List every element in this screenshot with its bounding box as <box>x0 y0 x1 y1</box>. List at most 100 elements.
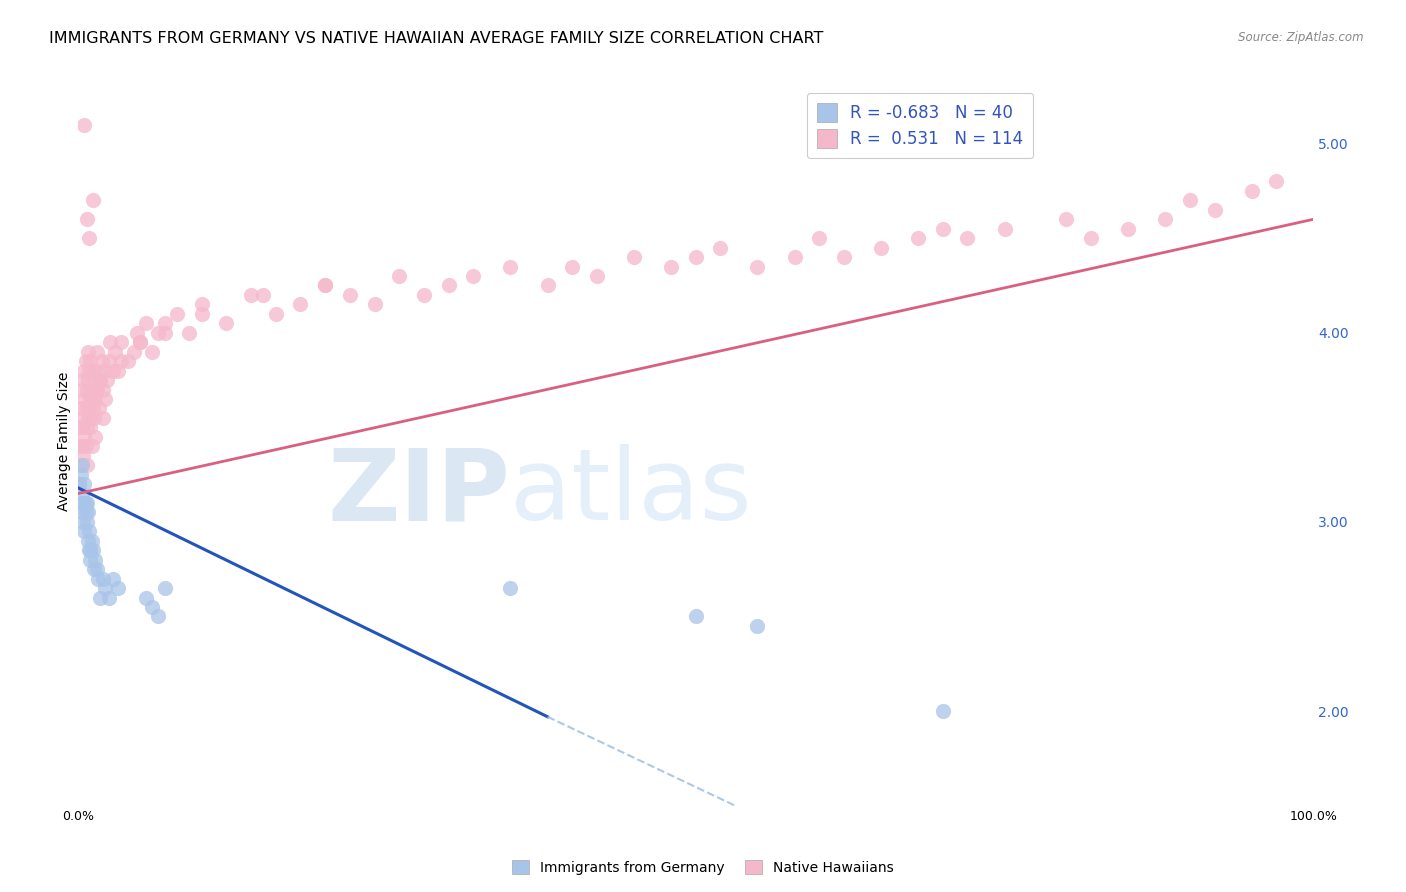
Point <box>84 430 107 444</box>
Point <box>83 562 105 576</box>
Point <box>932 221 955 235</box>
Point <box>363 297 385 311</box>
Point <box>808 231 831 245</box>
Point <box>90 354 112 368</box>
Point <box>117 354 139 368</box>
Point <box>69 496 91 510</box>
Point <box>80 392 103 406</box>
Point <box>1240 184 1263 198</box>
Point <box>86 383 108 397</box>
Point <box>76 420 98 434</box>
Point <box>252 288 274 302</box>
Point <box>1116 221 1139 235</box>
Point <box>135 591 157 605</box>
Point <box>747 619 769 633</box>
Point <box>91 383 114 397</box>
Point <box>67 439 90 453</box>
Point <box>89 591 111 605</box>
Point <box>932 704 955 718</box>
Point <box>82 401 104 416</box>
Point <box>79 354 101 368</box>
Point <box>73 477 96 491</box>
Point <box>76 383 98 397</box>
Point <box>98 591 121 605</box>
Point <box>70 439 93 453</box>
Point <box>77 410 100 425</box>
Point <box>94 392 117 406</box>
Point <box>499 260 522 274</box>
Point <box>1204 202 1226 217</box>
Point <box>77 373 100 387</box>
Text: IMMIGRANTS FROM GERMANY VS NATIVE HAWAIIAN AVERAGE FAMILY SIZE CORRELATION CHART: IMMIGRANTS FROM GERMANY VS NATIVE HAWAII… <box>49 31 824 46</box>
Point <box>499 581 522 595</box>
Point <box>148 326 170 340</box>
Point <box>67 477 90 491</box>
Point <box>94 581 117 595</box>
Point <box>80 439 103 453</box>
Point <box>73 392 96 406</box>
Point <box>832 250 855 264</box>
Point <box>110 335 132 350</box>
Point <box>388 268 411 283</box>
Point <box>79 420 101 434</box>
Point <box>87 363 110 377</box>
Point <box>87 572 110 586</box>
Point <box>96 373 118 387</box>
Point <box>993 221 1015 235</box>
Point <box>190 307 212 321</box>
Point <box>69 420 91 434</box>
Point <box>98 354 121 368</box>
Point <box>153 581 176 595</box>
Point <box>70 383 93 397</box>
Point <box>80 533 103 548</box>
Legend: Immigrants from Germany, Native Hawaiians: Immigrants from Germany, Native Hawaiian… <box>506 855 900 880</box>
Point <box>153 316 176 330</box>
Point <box>101 572 124 586</box>
Point <box>89 373 111 387</box>
Point <box>70 506 93 520</box>
Point <box>77 401 100 416</box>
Point <box>75 496 97 510</box>
Point <box>82 194 104 208</box>
Point <box>73 524 96 539</box>
Point <box>104 344 127 359</box>
Point <box>82 543 104 558</box>
Point <box>69 467 91 482</box>
Point <box>79 410 101 425</box>
Point <box>141 344 163 359</box>
Point <box>89 373 111 387</box>
Point <box>1265 174 1288 188</box>
Point <box>70 420 93 434</box>
Point <box>437 278 460 293</box>
Point <box>1080 231 1102 245</box>
Point <box>91 572 114 586</box>
Point <box>536 278 558 293</box>
Point <box>80 383 103 397</box>
Point <box>190 297 212 311</box>
Point <box>93 363 115 377</box>
Point <box>122 344 145 359</box>
Point <box>67 477 90 491</box>
Point <box>77 524 100 539</box>
Point <box>179 326 201 340</box>
Point <box>84 553 107 567</box>
Point <box>1054 212 1077 227</box>
Point <box>77 363 100 377</box>
Point <box>75 354 97 368</box>
Point <box>166 307 188 321</box>
Point <box>1178 194 1201 208</box>
Point <box>84 392 107 406</box>
Point <box>339 288 361 302</box>
Point <box>69 401 91 416</box>
Point <box>135 316 157 330</box>
Point <box>79 392 101 406</box>
Point <box>561 260 583 274</box>
Point <box>107 581 129 595</box>
Text: atlas: atlas <box>510 444 752 541</box>
Point <box>73 363 96 377</box>
Point <box>110 354 132 368</box>
Point <box>76 458 98 472</box>
Point <box>215 316 238 330</box>
Point <box>314 278 336 293</box>
Point <box>70 458 93 472</box>
